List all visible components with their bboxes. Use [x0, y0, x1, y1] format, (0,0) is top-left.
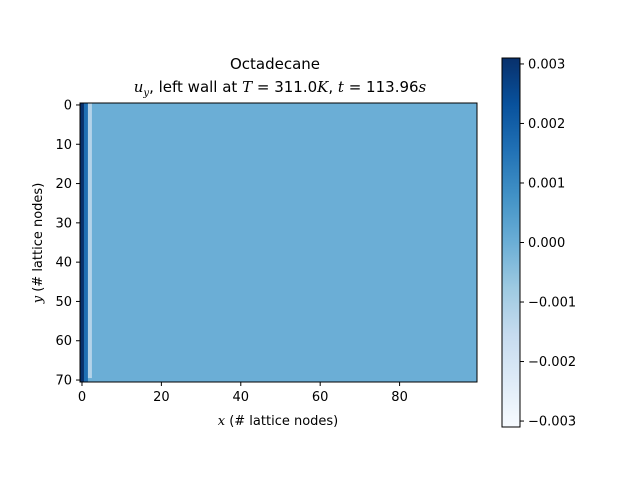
heatmap-column-0 [80, 103, 84, 382]
title-t-sym: t [338, 78, 345, 96]
colorbar-tick-label: 0.001 [528, 176, 565, 191]
y-tick-label: 0 [64, 98, 72, 113]
title-T-sym: T [242, 78, 253, 96]
x-axis-sym: x [218, 414, 226, 429]
title-sep: , [328, 78, 338, 96]
title-mid: , left wall at [149, 78, 242, 96]
y-tick-label: 60 [55, 334, 72, 349]
colorbar-ticks: 0.003 0.002 0.001 0.000 −0.001 −0.002 −0.003 [520, 57, 576, 430]
heatmap-column-1 [83, 103, 88, 382]
heatmap-background [80, 103, 477, 382]
y-tick-label: 70 [55, 374, 72, 389]
title-sub: y [142, 88, 149, 99]
colorbar-tick-label: 0.003 [528, 57, 565, 72]
colorbar-tick-label: 0.002 [528, 117, 565, 132]
chart-title: Octadecane [230, 55, 320, 73]
title-T-unit: K [316, 78, 329, 96]
heatmap-column-2 [87, 103, 92, 379]
y-tick-label: 20 [55, 177, 72, 192]
y-axis-ticks: 0 10 20 30 40 50 60 70 [55, 98, 80, 389]
y-axis-text: (# lattice nodes) [31, 183, 46, 296]
colorbar-tick-label: −0.003 [528, 415, 576, 430]
x-tick-label: 0 [78, 390, 86, 405]
y-tick-label: 10 [55, 138, 72, 153]
title-t-val: = 113.96 [344, 78, 419, 96]
x-axis-label: x (# lattice nodes) [218, 414, 339, 429]
colorbar [501, 57, 521, 428]
colorbar-tick-label: −0.002 [528, 355, 576, 370]
chart-subtitle: uy, left wall at T = 311.0K, t = 113.96s [134, 78, 427, 99]
y-tick-label: 30 [55, 216, 72, 231]
plot-frame [79, 102, 478, 383]
x-tick-label: 40 [233, 390, 250, 405]
colorbar-tick-label: 0.000 [528, 236, 565, 251]
x-axis-text: (# lattice nodes) [225, 414, 338, 429]
title-t-unit: s [419, 78, 427, 96]
colorbar-tick-label: −0.001 [528, 296, 576, 311]
y-tick-label: 40 [55, 256, 72, 271]
y-tick-label: 50 [55, 295, 72, 310]
x-tick-label: 20 [153, 390, 170, 405]
title-T-val: = 311.0 [252, 78, 317, 96]
x-tick-label: 80 [391, 390, 408, 405]
heatmap-plot [80, 103, 477, 382]
y-axis-label: y (# lattice nodes) [31, 183, 46, 305]
title-var: u [134, 78, 144, 96]
x-tick-label: 60 [312, 390, 329, 405]
y-axis-sym: y [31, 295, 46, 304]
x-axis-ticks: 0 20 40 60 80 [78, 382, 408, 405]
